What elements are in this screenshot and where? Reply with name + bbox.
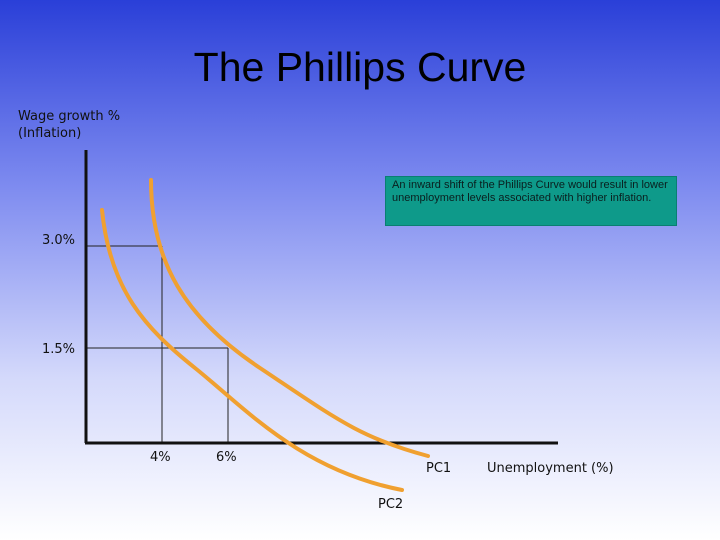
pc2-label: PC2 (378, 497, 403, 512)
y-axis-label-line2: (Inflation) (18, 126, 82, 141)
y-tick-1-5pct: 1.5% (42, 342, 75, 357)
y-axis-label-line1: Wage growth % (18, 109, 121, 124)
slide-title: The Phillips Curve (193, 44, 527, 90)
pc1-label: PC1 (426, 461, 451, 476)
x-tick-6pct: 6% (216, 450, 237, 465)
y-tick-3pct: 3.0% (42, 233, 75, 248)
x-axis-label: Unemployment (%) (487, 461, 614, 476)
pc1-curve (149, 178, 430, 458)
x-tick-4pct: 4% (150, 450, 171, 465)
y-axis-label: Wage growth % (Inflation) (18, 108, 120, 142)
pc2-curve (100, 208, 404, 492)
annotation-box: An inward shift of the Phillips Curve wo… (385, 176, 677, 226)
